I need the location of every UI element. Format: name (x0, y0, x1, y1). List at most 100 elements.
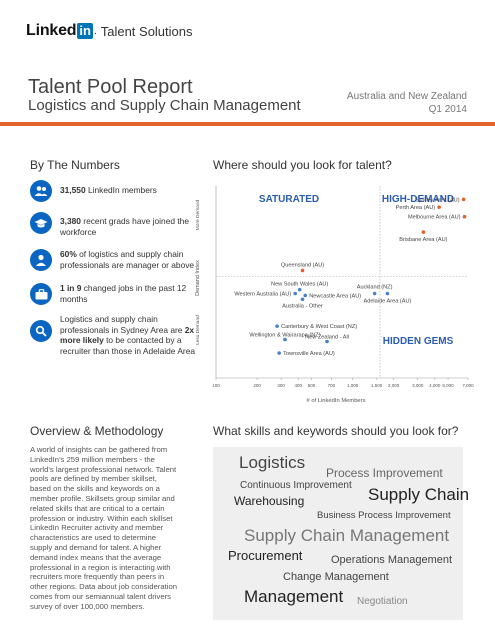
y-top-label: More Demand (195, 199, 201, 230)
skill-keyword: Supply Chain Management (244, 526, 450, 545)
data-point-label: Australia - Other (282, 303, 323, 309)
skill-keyword: Management (244, 587, 344, 606)
skills-word-cloud: Logistics Process Improvement Continuous I… (213, 447, 469, 620)
skill-keyword: Warehousing (234, 494, 305, 508)
skill-keyword: Business Process Improvement (317, 510, 451, 521)
data-point-label: Newcastle Area (AU) (309, 293, 361, 299)
data-point-label: Canterbury & West Coast (NZ) (281, 324, 357, 330)
x-tick-label: 400 (294, 383, 302, 388)
quadrant-label-high-demand: HIGH-DEMAND (382, 194, 454, 205)
skill-keyword: Continuous Improvement (240, 480, 352, 491)
data-point-label: Sydney Area (AU) (415, 197, 460, 203)
data-point-label: New Zealand - All (305, 335, 349, 341)
talent-heading: Where should you look for talent? (213, 158, 392, 172)
stat-managers: 60% of logistics and supply chain profes… (30, 249, 200, 271)
talent-solutions-label: Talent Solutions (100, 23, 193, 39)
stat-members: 31,550 LinkedIn members (30, 180, 200, 202)
data-point (461, 197, 466, 202)
briefcase-icon (30, 283, 52, 305)
data-point-label: Western Australia (AU) (234, 292, 291, 298)
skill-keyword: Logistics (239, 453, 306, 472)
stat-text: Logistics and supply chain professionals… (60, 314, 185, 335)
skill-keyword: Change Management (283, 571, 389, 583)
stat-grads: 3,380 recent grads have joined the workf… (30, 212, 200, 237)
data-point (437, 205, 441, 209)
report-period: Q1 2014 (428, 104, 467, 115)
stat-value: 31,550 (60, 185, 86, 195)
data-point (275, 324, 279, 328)
data-point (300, 268, 305, 273)
stat-value: 3,380 (60, 216, 81, 226)
quadrant-label-hidden-gems: HIDDEN GEMS (383, 336, 454, 347)
stat-value: 1 in 9 (60, 283, 82, 293)
x-tick-label: 3,000 (412, 383, 424, 388)
data-points: Sydney Area (AU) Perth Area (AU) Melbourne… (234, 197, 467, 357)
x-tick-label: 500 (308, 383, 316, 388)
search-icon (30, 320, 52, 342)
logo-linked-text: Linked (26, 22, 77, 39)
stat-text: to be contacted by a recruiter than thos… (60, 335, 196, 356)
method-body: A world of insights can be gathered from… (30, 445, 178, 611)
x-tick-label: 1,500 (371, 383, 383, 388)
x-tick-label: 7,000 (462, 383, 474, 388)
region-name: Australia and New Zealand (346, 91, 467, 102)
x-tick-label: 700 (328, 383, 336, 388)
skill-keyword: Process Improvement (326, 466, 443, 480)
talent-scatter-chart: SATURATED HIGH-DEMAND HIDDEN GEMS More D… (195, 186, 474, 404)
person-icon (30, 249, 52, 271)
data-point (303, 293, 308, 298)
report-title: Talent Pool Report (28, 76, 193, 98)
stat-text: of logistics and supply chain profession… (60, 249, 195, 270)
data-point (283, 337, 287, 342)
data-point (297, 287, 302, 292)
report-subtitle: Logistics and Supply Chain Management (28, 97, 301, 114)
x-tick-label: 300 (277, 383, 285, 388)
data-point (462, 214, 467, 219)
skill-keyword: Negotiation (357, 596, 408, 607)
data-point-label: Townsville Area (AU) (283, 351, 335, 357)
data-point (421, 230, 426, 234)
numbers-heading: By The Numbers (30, 158, 120, 172)
data-point (277, 351, 281, 355)
people-icon (30, 180, 52, 202)
x-tick-label: 100 (212, 383, 220, 388)
data-point-label: Wellington & Wairarapa (NZ) (249, 333, 320, 339)
x-axis-ticks: 100 200 300 400 500 700 1,000 1,500 2,000 3,000 4,… (212, 378, 474, 388)
data-point (325, 339, 329, 344)
stat-text: changed jobs in the past 12 months (60, 283, 187, 304)
graduation-cap-icon (30, 212, 52, 234)
x-tick-label: 2,000 (388, 383, 400, 388)
data-point (300, 297, 305, 302)
skill-keyword: Procurement (228, 548, 303, 563)
data-point-label: Queensland (AU) (281, 262, 324, 268)
data-point-label: Brisbane Area (AU) (399, 237, 447, 243)
stat-value: 2x more likely (60, 324, 195, 346)
region-info: Australia and New Zealand Q1 2014 (347, 90, 467, 116)
data-point (293, 291, 297, 296)
data-point-label: Melbourne Area (AU) (408, 215, 461, 221)
data-point-label: New South Wales (AU) (271, 282, 328, 288)
x-tick-label: 4,000 (429, 383, 441, 388)
linkedin-logo: Linked in . Talent Solutions (26, 22, 193, 39)
x-tick-label: 1,000 (347, 383, 359, 388)
stat-job-changes: 1 in 9 changed jobs in the past 12 month… (30, 283, 200, 305)
method-heading: Overview & Methodology (30, 424, 164, 438)
orange-divider (0, 122, 495, 126)
data-point-label: Perth Area (AU) (396, 205, 436, 211)
stat-text: recent grads have joined the workforce (60, 216, 189, 237)
data-point-label: Adelaide Area (AU) (363, 299, 411, 305)
skills-heading: What skills and keywords should you look… (213, 424, 459, 438)
y-axis-label: Demand Index (195, 260, 201, 296)
y-bottom-label: Less Demand (195, 315, 201, 345)
stat-recruiter-contact: Logistics and supply chain professionals… (30, 314, 200, 356)
quadrant-label-saturated: SATURATED (259, 194, 319, 205)
stat-value: 60% (60, 249, 77, 259)
logo-in-badge: in (77, 23, 93, 39)
data-point (372, 291, 377, 296)
data-point-label: Auckland (NZ) (357, 285, 393, 291)
stat-text: LinkedIn members (85, 185, 157, 195)
data-point (385, 291, 390, 296)
skill-keyword: Operations Management (331, 554, 453, 566)
x-tick-label: 200 (253, 383, 261, 388)
x-tick-label: 5,000 (442, 383, 454, 388)
